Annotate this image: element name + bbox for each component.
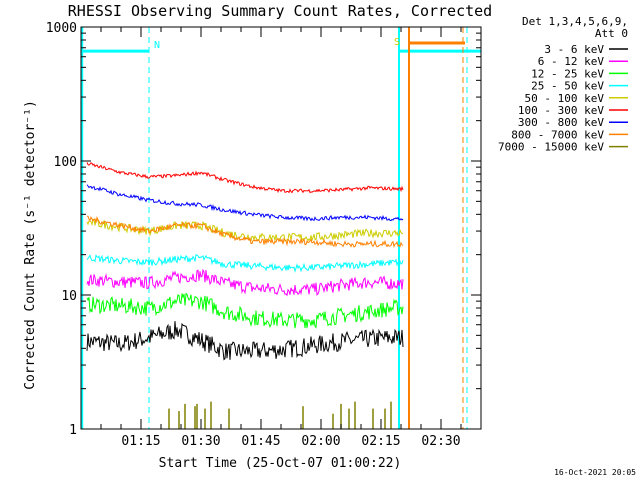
legend-label: 50 - 100 keV bbox=[525, 92, 605, 105]
legend-label: 3 - 6 keV bbox=[544, 43, 604, 56]
legend-label: 7000 - 15000 keV bbox=[498, 141, 604, 154]
y-tick-label: 1000 bbox=[46, 21, 77, 36]
y-tick-label: 100 bbox=[54, 155, 77, 170]
x-tick-label: 02:30 bbox=[421, 434, 460, 449]
legend-header-line-1: Det 1,3,4,5,6,9, bbox=[522, 15, 628, 28]
legend-label: 25 - 50 keV bbox=[531, 80, 604, 93]
x-tick-label: 01:30 bbox=[181, 434, 220, 449]
flag-letter-n: N bbox=[154, 40, 160, 51]
y-tick-label: 10 bbox=[61, 289, 77, 304]
y-axis-label: Corrected Count Rate (s⁻¹ detector⁻¹) bbox=[23, 100, 38, 390]
series-line-25-50-kev bbox=[86, 254, 404, 273]
x-tick-label: 02:15 bbox=[361, 434, 400, 449]
legend-label: 6 - 12 keV bbox=[538, 55, 605, 68]
x-tick-label: 02:00 bbox=[301, 434, 340, 449]
x-axis-label: Start Time (25-Oct-07 01:00:22) bbox=[159, 456, 402, 471]
x-tick-label: 01:15 bbox=[121, 434, 160, 449]
y-tick-label: 1 bbox=[69, 423, 77, 438]
series-line-12-25-kev bbox=[86, 292, 404, 329]
series-line-300-800-kev bbox=[86, 184, 404, 222]
chart-title: RHESSI Observing Summary Count Rates, Co… bbox=[68, 2, 492, 20]
legend-label: 12 - 25 keV bbox=[531, 67, 604, 80]
series-line-100-300-kev bbox=[86, 162, 404, 194]
legend-header-line-2: Att 0 bbox=[595, 27, 628, 40]
x-tick-label: 01:45 bbox=[241, 434, 280, 449]
legend-label: 300 - 800 keV bbox=[518, 116, 604, 129]
legend-label: 100 - 300 keV bbox=[518, 104, 604, 117]
series-line-6-12-kev bbox=[86, 268, 404, 297]
series-line-800-7000-kev bbox=[86, 215, 404, 249]
legend-label: 800 - 7000 keV bbox=[511, 128, 604, 141]
flag-letter-s: S bbox=[394, 37, 400, 48]
series-line-3-6-kev bbox=[86, 321, 404, 361]
footer-timestamp: 16-Oct-2021 20:05 bbox=[554, 468, 636, 477]
